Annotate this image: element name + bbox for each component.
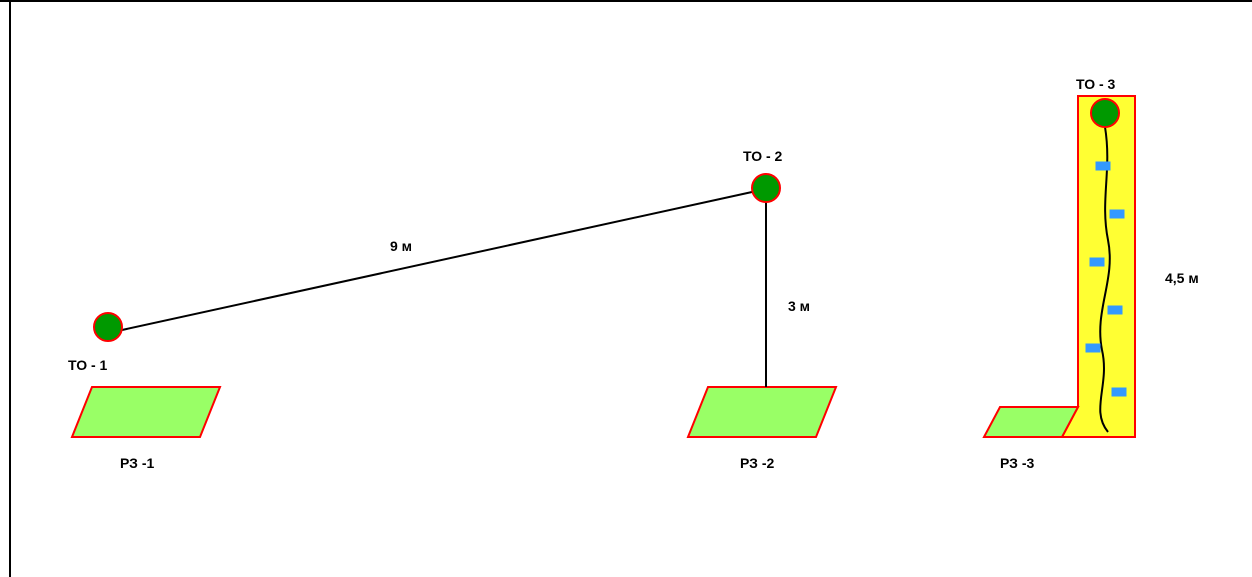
diagram-stage: ТО - 1 ТО - 2 ТО - 3 РЗ -1 РЗ -2 РЗ -3 9… <box>0 0 1252 577</box>
label-to2: ТО - 2 <box>743 148 782 164</box>
dim-slope: 9 м <box>390 238 412 254</box>
wall-hold <box>1090 258 1104 266</box>
zone-rz2 <box>688 387 836 437</box>
wall-hold <box>1110 210 1124 218</box>
wall-hold <box>1096 162 1110 170</box>
node-to1 <box>94 313 122 341</box>
wall-hold <box>1086 344 1100 352</box>
wall-hold <box>1108 306 1122 314</box>
dim-wall: 4,5 м <box>1165 270 1199 286</box>
node-to2 <box>752 174 780 202</box>
zone-rz3 <box>984 407 1078 437</box>
label-rz3: РЗ -3 <box>1000 455 1034 471</box>
label-rz2: РЗ -2 <box>740 455 774 471</box>
node-to3 <box>1091 99 1119 127</box>
label-rz1: РЗ -1 <box>120 455 154 471</box>
label-to1: ТО - 1 <box>68 357 107 373</box>
diagram-svg <box>0 0 1252 577</box>
zone-rz1 <box>72 387 220 437</box>
line-slope <box>122 192 752 330</box>
dim-drop: 3 м <box>788 298 810 314</box>
wall-hold <box>1112 388 1126 396</box>
label-to3: ТО - 3 <box>1076 76 1115 92</box>
